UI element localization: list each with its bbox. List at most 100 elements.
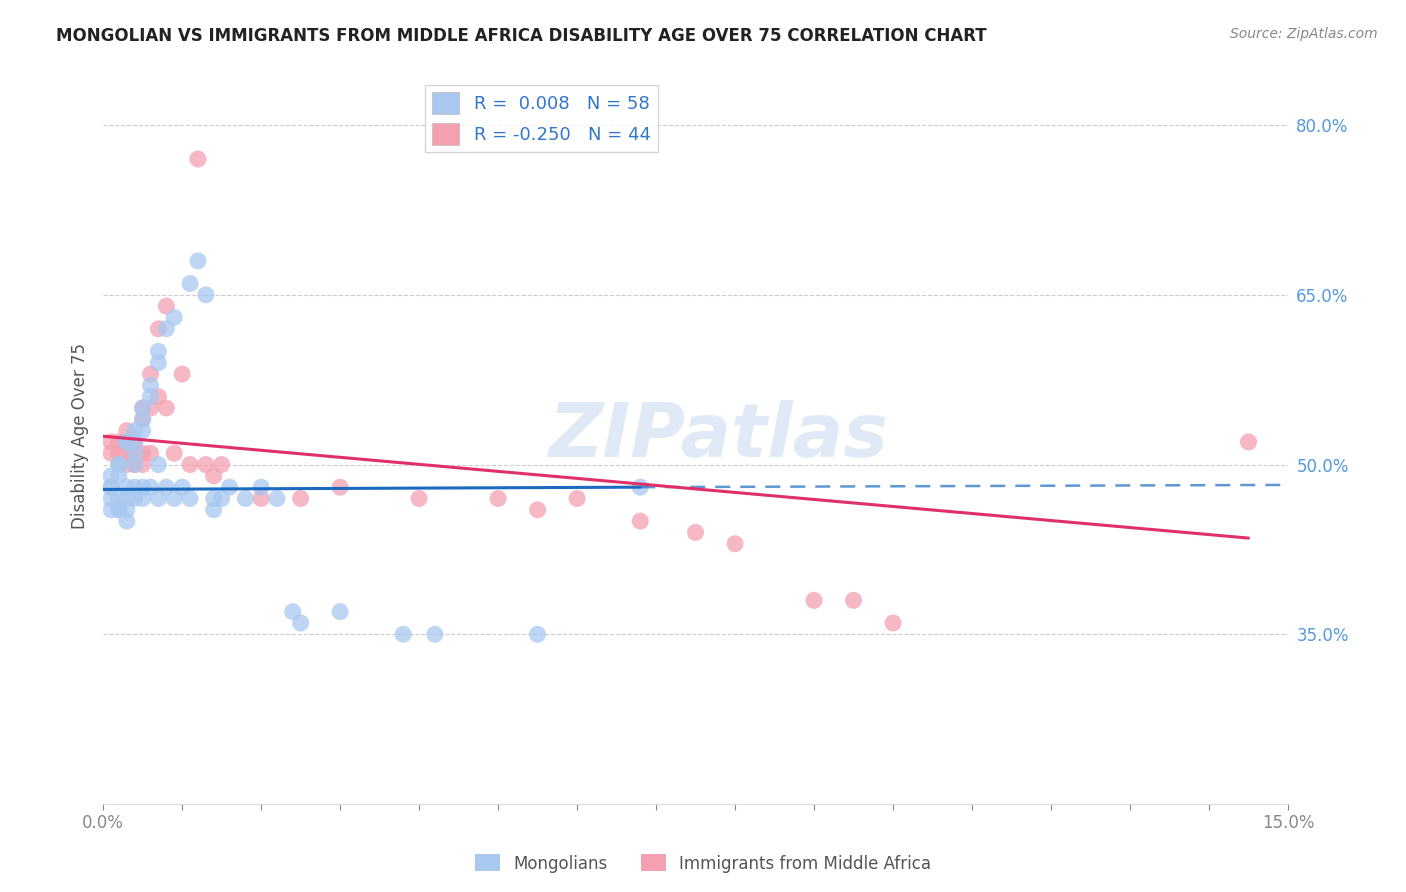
Point [124,434,146,449]
Y-axis label: Disability Age Over 75: Disability Age Over 75 [72,343,89,529]
Point [628,514,651,528]
Text: ZIPatlas: ZIPatlas [550,400,889,473]
Point [100,480,122,494]
Point [408,491,430,506]
Point [124,480,146,494]
Point [139,390,162,404]
Point [100,446,122,460]
Point [108,446,131,460]
Point [108,434,131,449]
Point [329,480,352,494]
Point [179,277,201,291]
Legend: R =  0.008   N = 58, R = -0.250   N = 44: R = 0.008 N = 58, R = -0.250 N = 44 [425,85,658,153]
Point [131,401,153,415]
Point [187,152,209,166]
Point [139,480,162,494]
Point [115,434,138,449]
Point [329,605,352,619]
Point [131,446,153,460]
Point [148,491,170,506]
Point [139,367,162,381]
Point [163,446,186,460]
Point [108,458,131,472]
Point [179,491,201,506]
Point [108,503,131,517]
Point [115,480,138,494]
Point [187,253,209,268]
Point [179,458,201,472]
Point [124,434,146,449]
Point [148,458,170,472]
Point [131,412,153,426]
Point [115,514,138,528]
Point [108,503,131,517]
Point [148,344,170,359]
Point [139,378,162,392]
Point [202,468,225,483]
Point [172,367,194,381]
Point [124,491,146,506]
Point [131,480,153,494]
Point [124,458,146,472]
Point [202,503,225,517]
Point [115,434,138,449]
Point [124,424,146,438]
Point [163,491,186,506]
Point [211,491,233,506]
Point [131,424,153,438]
Point [724,537,747,551]
Point [842,593,865,607]
Point [131,491,153,506]
Point [628,480,651,494]
Point [194,458,217,472]
Point [290,491,312,506]
Point [100,491,122,506]
Point [139,446,162,460]
Point [281,605,304,619]
Point [218,480,240,494]
Legend: Mongolians, Immigrants from Middle Africa: Mongolians, Immigrants from Middle Afric… [468,847,938,880]
Point [194,288,217,302]
Point [115,491,138,506]
Point [565,491,588,506]
Point [1237,434,1260,449]
Point [526,627,548,641]
Point [124,458,146,472]
Text: Source: ZipAtlas.com: Source: ZipAtlas.com [1230,27,1378,41]
Point [685,525,707,540]
Point [124,446,146,460]
Point [100,468,122,483]
Point [803,593,825,607]
Point [108,458,131,472]
Point [233,491,256,506]
Point [100,434,122,449]
Point [108,468,131,483]
Point [155,322,177,336]
Point [290,615,312,630]
Point [526,503,548,517]
Point [155,401,177,415]
Point [202,491,225,506]
Point [163,310,186,325]
Point [139,401,162,415]
Point [148,356,170,370]
Point [423,627,446,641]
Point [131,401,153,415]
Point [100,480,122,494]
Point [148,322,170,336]
Point [882,615,904,630]
Point [115,446,138,460]
Point [148,390,170,404]
Point [172,480,194,494]
Point [115,503,138,517]
Point [211,458,233,472]
Point [115,424,138,438]
Point [392,627,415,641]
Point [131,458,153,472]
Point [266,491,288,506]
Point [108,491,131,506]
Point [108,458,131,472]
Point [100,503,122,517]
Point [250,491,273,506]
Point [115,458,138,472]
